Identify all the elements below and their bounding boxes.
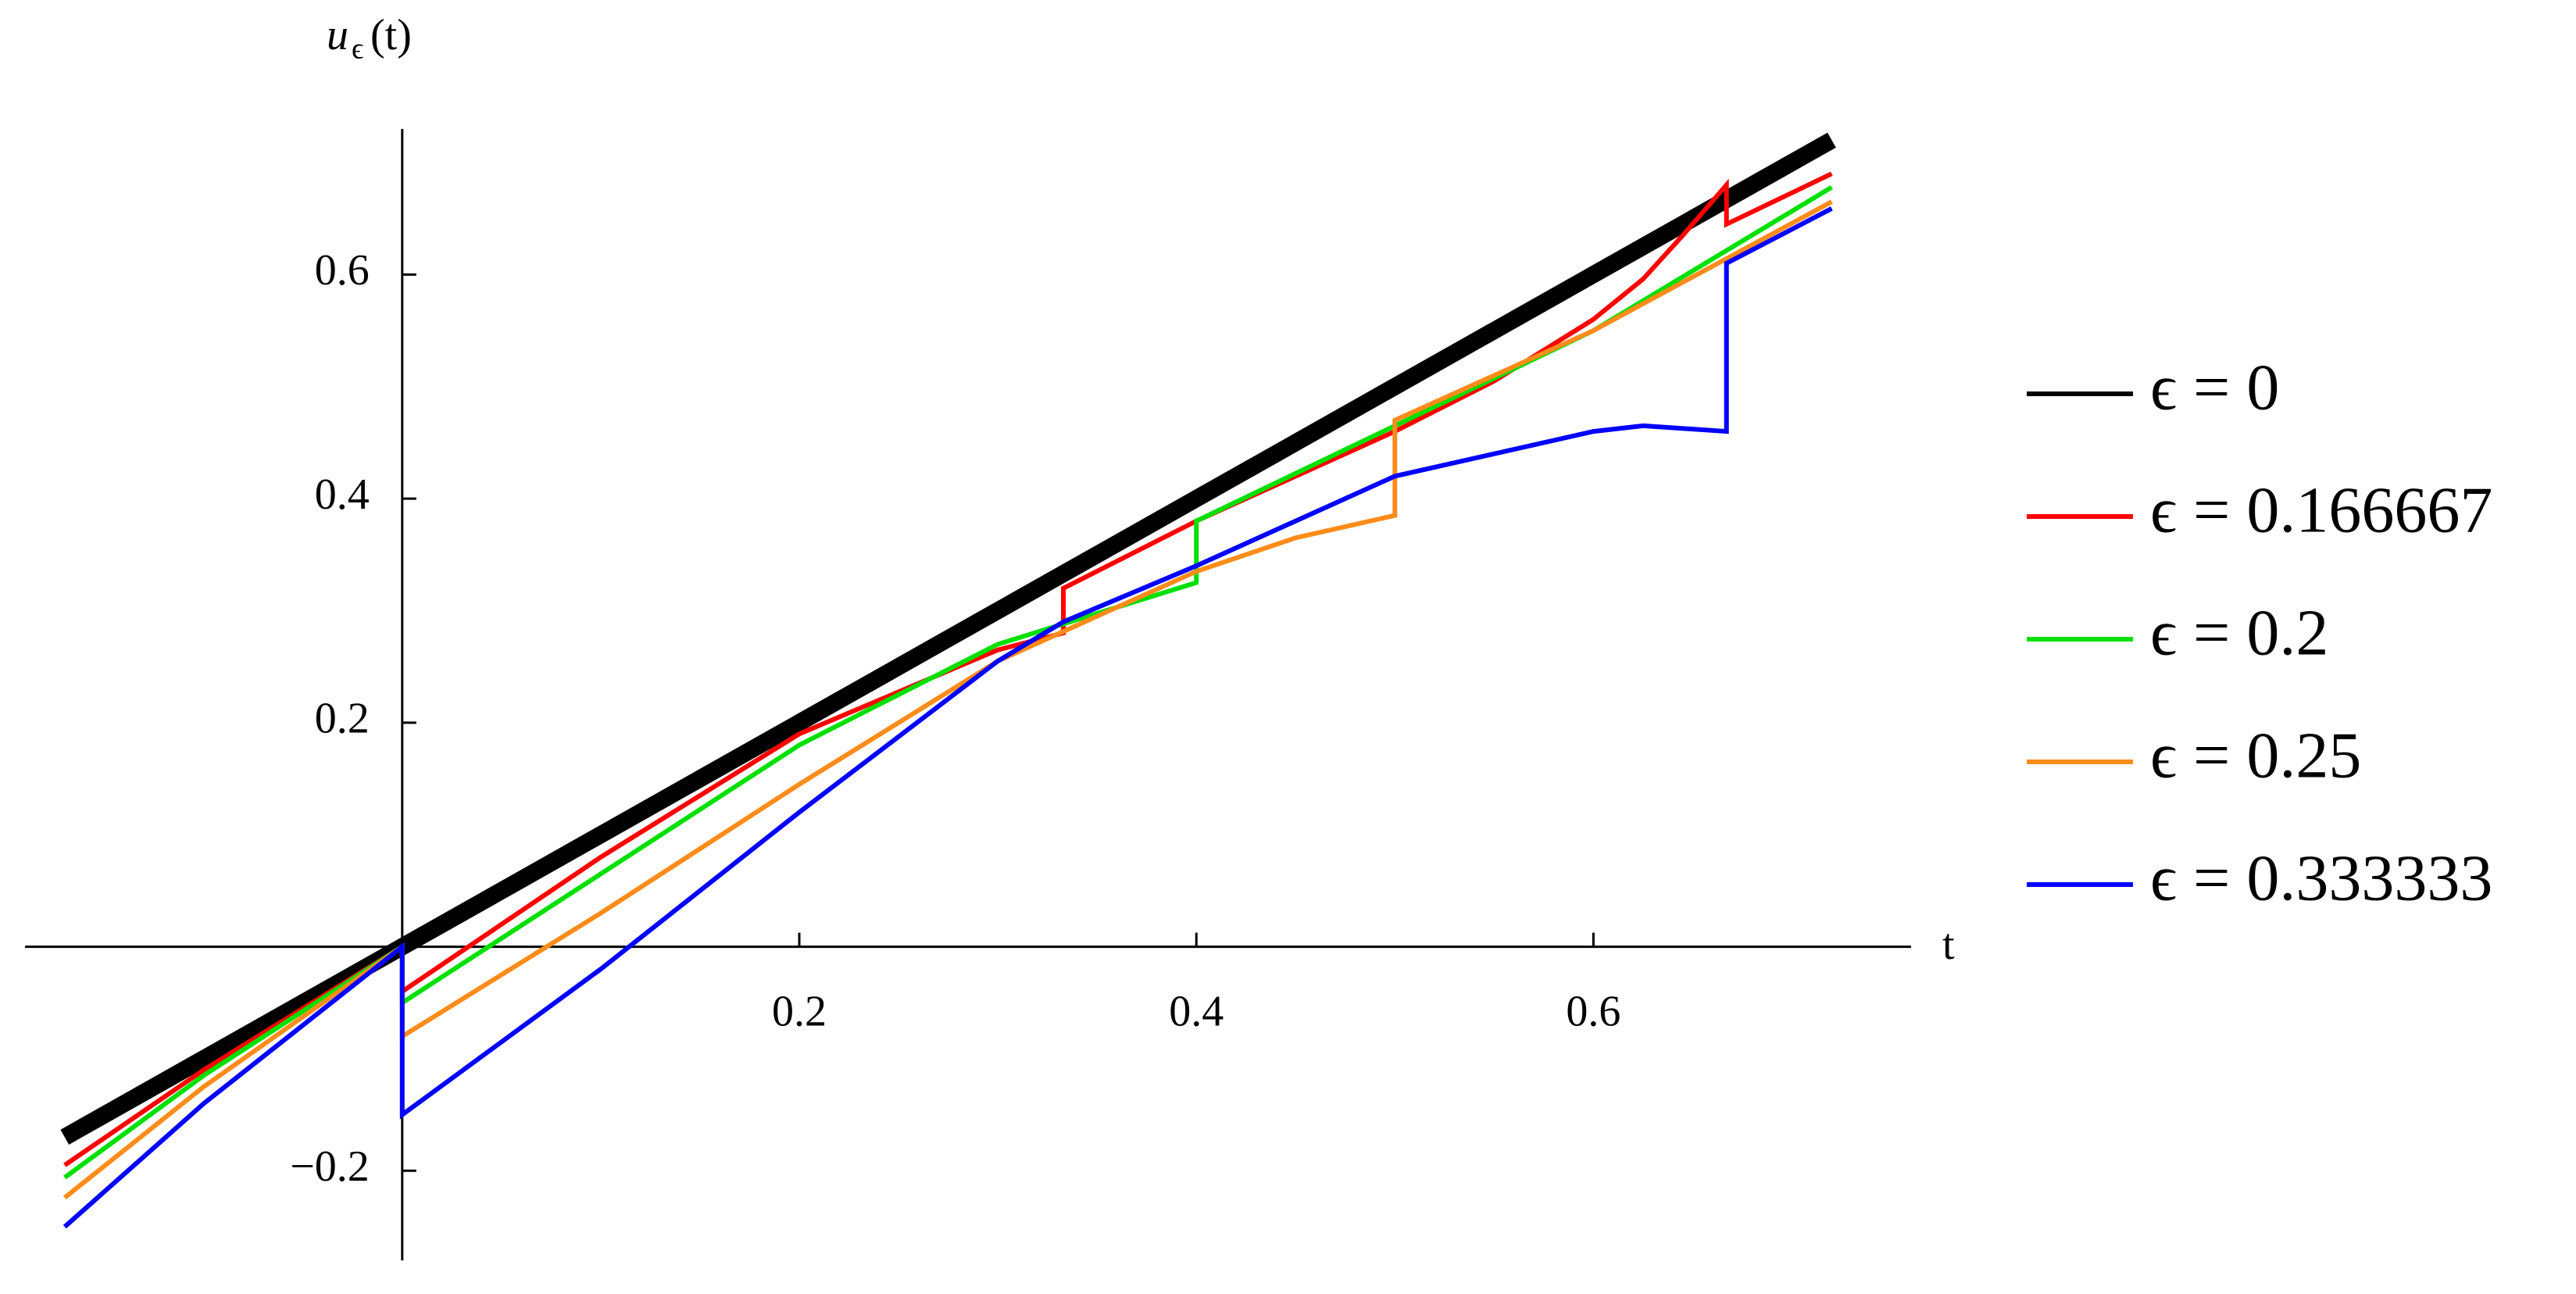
y-tick-label: 0.2 bbox=[315, 695, 370, 743]
y-tick-label: −0.2 bbox=[290, 1142, 370, 1191]
y-tick-label: 0.6 bbox=[315, 246, 370, 295]
legend-text: ϵ = 0.2 bbox=[2150, 596, 2328, 669]
y-tick-label: 0.4 bbox=[315, 470, 370, 519]
x-tick-label: 0.4 bbox=[1169, 987, 1224, 1035]
x-axis-label: t bbox=[1942, 920, 1955, 969]
legend-text: ϵ = 0.25 bbox=[2150, 719, 2361, 792]
legend-text: ϵ = 0.333333 bbox=[2150, 842, 2492, 914]
x-tick-label: 0.6 bbox=[1566, 987, 1620, 1035]
x-tick-label: 0.2 bbox=[772, 987, 827, 1035]
y-axis-label: u bbox=[327, 11, 348, 59]
legend-text: ϵ = 0.166667 bbox=[2150, 474, 2492, 546]
series-line bbox=[63, 206, 1833, 1229]
y-axis-label-suffix: (t) bbox=[370, 11, 412, 59]
y-axis-label-subscript: ϵ bbox=[352, 33, 363, 66]
legend-text: ϵ = 0 bbox=[2150, 351, 2279, 424]
